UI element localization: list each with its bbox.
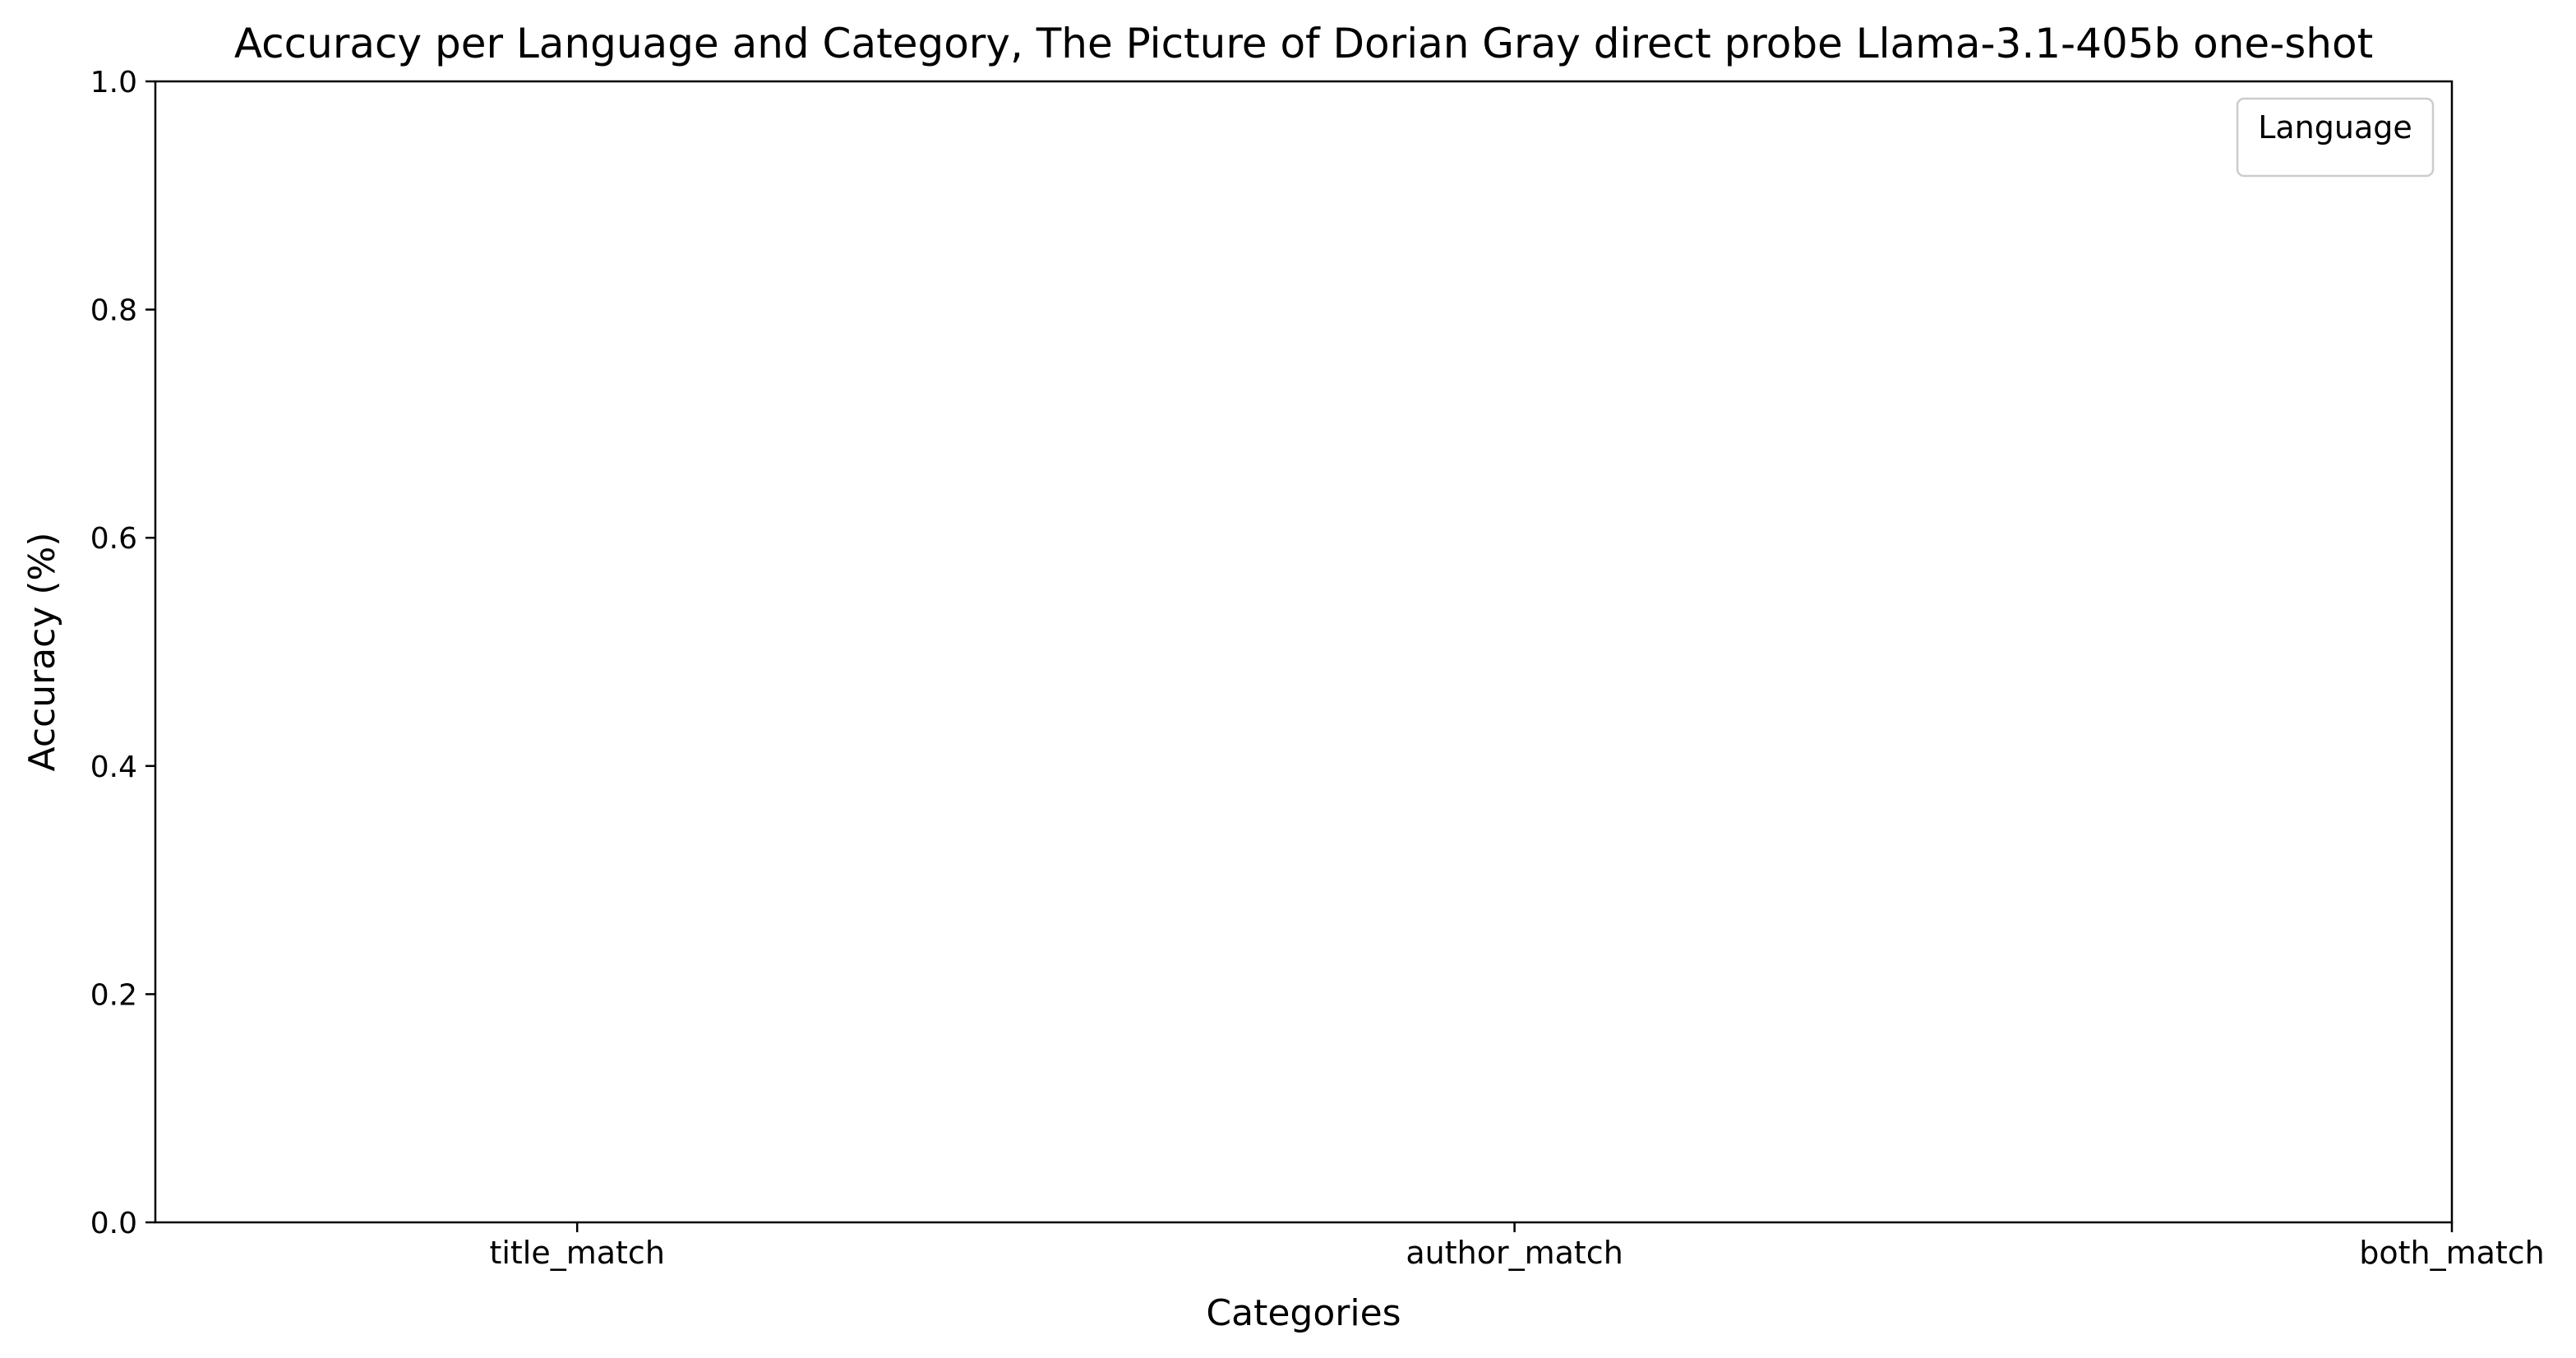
x-tick-label: both_match bbox=[2359, 1235, 2545, 1271]
y-axis: 0.0 0.2 0.4 0.6 0.8 1.0 bbox=[90, 66, 155, 1240]
y-axis-label: Accuracy (%) bbox=[21, 532, 63, 771]
y-tick-label: 0.4 bbox=[90, 751, 137, 784]
y-tick-label: 0.0 bbox=[90, 1207, 137, 1240]
plot-frame bbox=[154, 80, 2454, 1224]
x-tick-label: author_match bbox=[1406, 1235, 1623, 1271]
x-tick-label: title_match bbox=[489, 1235, 664, 1271]
chart-title: Accuracy per Language and Category, The … bbox=[234, 20, 2373, 67]
y-tick-label: 1.0 bbox=[90, 66, 137, 99]
y-tick-label: 0.8 bbox=[90, 294, 137, 328]
legend: Language bbox=[2236, 97, 2435, 178]
y-tick-label: 0.6 bbox=[90, 522, 137, 556]
x-axis: title_match author_match both_match bbox=[489, 1222, 2545, 1271]
x-axis-label: Categories bbox=[1206, 1292, 1401, 1334]
legend-title: Language bbox=[2258, 109, 2412, 146]
legend-box bbox=[2236, 97, 2435, 178]
y-tick-label: 0.2 bbox=[90, 978, 137, 1012]
